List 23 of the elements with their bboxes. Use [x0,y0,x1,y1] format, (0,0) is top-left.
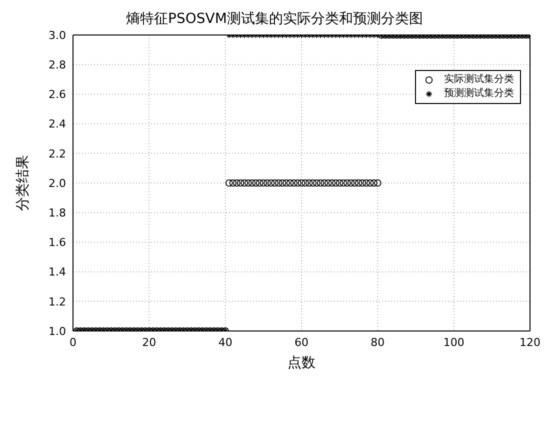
x-tick-label: 0 [70,336,76,349]
x-tick-label: 20 [142,336,156,349]
y-tick-label: 1.8 [48,206,66,220]
y-tick-label: 2.2 [48,147,66,160]
y-tick-label: 2.4 [48,118,66,131]
x-tick-label: 100 [443,336,464,349]
x-axis-title: 点数 [288,355,316,371]
y-tick-label: 1.6 [48,236,66,250]
chart-title: 熵特征PSOSVM测试集的实际分类和预测分类图 [125,10,424,29]
legend-label: 实际测试集分类 [444,73,514,87]
y-tick-label: 3.0 [48,28,66,42]
x-tick-label: 120 [520,336,540,349]
y-tick-label: 2.6 [48,88,66,102]
y-tick-label: 1.0 [48,324,66,338]
x-tick-label: 40 [218,336,232,349]
y-axis-title: 分类结果 [14,155,31,211]
y-tick-label: 1.4 [48,266,66,279]
y-tick-label: 2.8 [48,58,66,72]
x-tick-label: 80 [370,336,385,349]
legend-label: 预测测试集分类 [444,87,514,101]
y-tick-label: 2.0 [48,176,66,190]
x-tick-label: 60 [294,336,308,349]
y-tick-label: 1.2 [48,295,66,308]
